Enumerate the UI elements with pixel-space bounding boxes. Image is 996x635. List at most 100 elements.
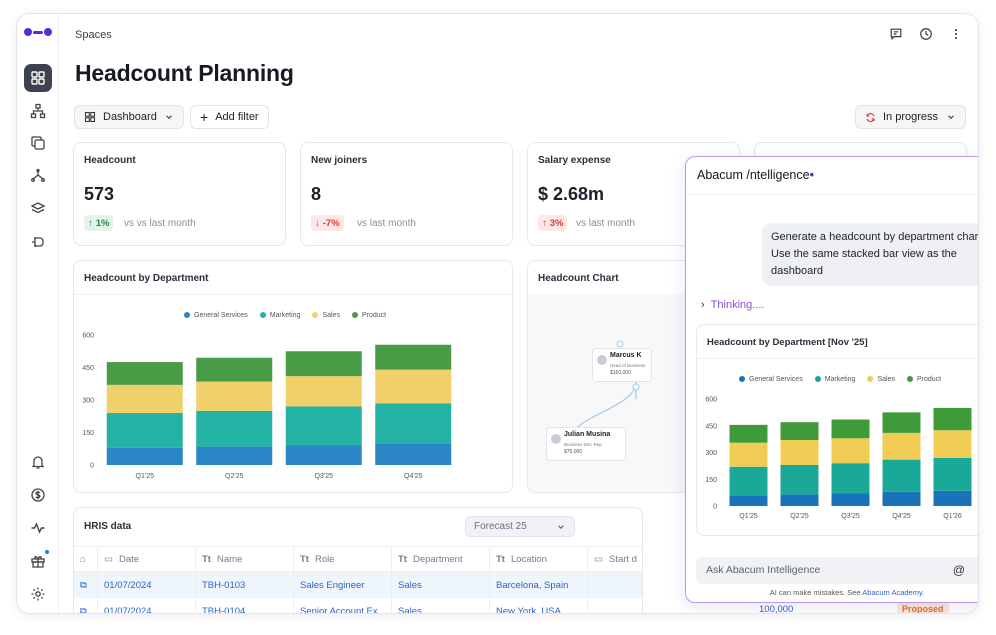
sidebar-item-spaces[interactable] bbox=[24, 64, 52, 92]
app-window: Spaces Headcount Planning Dashboard + Ad… bbox=[16, 13, 979, 614]
org-node[interactable]: Julian Musina Business Dev. Rep $75,000 bbox=[546, 427, 626, 461]
bar-segment[interactable] bbox=[831, 419, 870, 439]
comment-icon[interactable] bbox=[888, 26, 904, 42]
disclaimer-text: AI can make mistakes. See bbox=[769, 588, 861, 597]
org-node[interactable]: Marcus K Head of Business $150,000 bbox=[592, 348, 652, 382]
bar-segment[interactable] bbox=[729, 466, 768, 496]
bar-segment[interactable] bbox=[106, 413, 183, 448]
bar-segment[interactable] bbox=[780, 422, 819, 441]
sidebar-item-org[interactable] bbox=[24, 97, 52, 125]
bar-segment[interactable] bbox=[196, 410, 273, 447]
cell-start[interactable] bbox=[588, 572, 642, 598]
column-header[interactable]: ▭ Start d bbox=[588, 547, 642, 571]
bar-segment[interactable] bbox=[831, 438, 870, 464]
bar-segment[interactable] bbox=[375, 369, 452, 404]
bar-segment[interactable] bbox=[106, 384, 183, 413]
cell-location[interactable]: Barcelona, Spain bbox=[490, 572, 588, 598]
bar-segment[interactable] bbox=[729, 424, 768, 443]
y-tick-label: 450 bbox=[705, 423, 717, 430]
bar-segment[interactable] bbox=[882, 412, 921, 433]
column-header[interactable]: Tt Department bbox=[392, 547, 490, 571]
bar-segment[interactable] bbox=[729, 495, 768, 506]
cell-amount[interactable]: 100,000 bbox=[759, 604, 794, 614]
bar-segment[interactable] bbox=[933, 457, 972, 491]
sidebar-item-copy[interactable] bbox=[24, 129, 52, 157]
bar-segment[interactable] bbox=[780, 464, 819, 495]
chart-title: Headcount by Department bbox=[84, 273, 209, 284]
cell-role[interactable]: Senior Account Ex bbox=[294, 598, 392, 613]
sidebar-item-activity[interactable] bbox=[24, 514, 52, 542]
cell-date[interactable]: 01/07/2024 bbox=[98, 598, 196, 613]
dashboard-select[interactable]: Dashboard bbox=[74, 105, 184, 129]
column-label: Date bbox=[118, 553, 140, 565]
bar-segment[interactable] bbox=[882, 432, 921, 460]
cell-department[interactable]: Sales bbox=[392, 572, 490, 598]
bar-segment[interactable] bbox=[375, 443, 452, 465]
bar-segment[interactable] bbox=[831, 493, 870, 506]
gift-icon bbox=[31, 556, 45, 568]
cell-start[interactable] bbox=[588, 598, 642, 613]
bar-segment[interactable] bbox=[106, 447, 183, 465]
tag-column-header[interactable]: ⌂ bbox=[74, 547, 98, 571]
sidebar-item-currency[interactable] bbox=[24, 481, 52, 509]
column-header[interactable]: ▭ Date bbox=[98, 547, 196, 571]
mention-icon[interactable]: @ bbox=[952, 563, 965, 577]
status-badge: Proposed bbox=[897, 603, 949, 613]
add-filter-button[interactable]: + Add filter bbox=[190, 105, 269, 129]
bar-segment[interactable] bbox=[285, 376, 362, 407]
bar-segment[interactable] bbox=[375, 344, 452, 370]
bar-segment[interactable] bbox=[375, 403, 452, 444]
bar-segment[interactable] bbox=[196, 357, 273, 382]
bar-segment[interactable] bbox=[196, 446, 273, 465]
bar-segment[interactable] bbox=[882, 491, 921, 506]
x-tick-label: Q1'25 bbox=[739, 513, 758, 520]
table-row[interactable]: ⧉ 01/07/2024 TBH-0103 Sales Engineer Sal… bbox=[74, 572, 642, 598]
breadcrumb[interactable]: Spaces bbox=[75, 29, 112, 41]
cell-name[interactable]: TBH-0104 bbox=[196, 598, 294, 613]
legend-label: Sales bbox=[322, 312, 340, 319]
bar-segment[interactable] bbox=[196, 381, 273, 411]
sidebar-item-notifications[interactable] bbox=[24, 448, 52, 476]
sidebar-item-gifts[interactable] bbox=[24, 547, 52, 575]
divider bbox=[74, 294, 512, 295]
more-vertical-icon[interactable] bbox=[948, 26, 964, 42]
bar-segment[interactable] bbox=[729, 442, 768, 467]
sidebar-item-layers[interactable] bbox=[24, 195, 52, 223]
thinking-toggle[interactable]: › Thinking.... bbox=[701, 299, 764, 311]
divider bbox=[697, 358, 978, 359]
cell-date[interactable]: 01/07/2024 bbox=[98, 572, 196, 598]
bar-segment[interactable] bbox=[780, 494, 819, 506]
avatar bbox=[551, 434, 561, 444]
bar-segment[interactable] bbox=[882, 459, 921, 492]
table-row[interactable]: ⧉ 01/07/2024 TBH-0104 Senior Account Ex … bbox=[74, 598, 642, 613]
forecast-select[interactable]: Forecast 25 bbox=[465, 516, 575, 537]
bar-segment[interactable] bbox=[831, 463, 870, 494]
bar-segment[interactable] bbox=[285, 351, 362, 377]
bar-segment[interactable] bbox=[933, 407, 972, 431]
cell-name[interactable]: TBH-0103 bbox=[196, 572, 294, 598]
sidebar-item-settings[interactable] bbox=[24, 580, 52, 608]
column-header[interactable]: Tt Role bbox=[294, 547, 392, 571]
ask-input[interactable]: Ask Abacum Intelligence @ ↑ bbox=[696, 557, 978, 584]
generated-chart-card: Headcount by Department [Nov '25] Genera… bbox=[696, 324, 978, 536]
bar-segment[interactable] bbox=[285, 445, 362, 466]
bar-segment[interactable] bbox=[106, 362, 183, 385]
cell-department[interactable]: Sales bbox=[392, 598, 490, 613]
history-icon[interactable] bbox=[918, 26, 934, 42]
legend-item: General Services bbox=[184, 312, 248, 319]
bar-segment[interactable] bbox=[285, 406, 362, 446]
bar-segment[interactable] bbox=[780, 440, 819, 465]
cell-location[interactable]: New York, USA bbox=[490, 598, 588, 613]
column-header[interactable]: Tt Name bbox=[196, 547, 294, 571]
sidebar-item-flows[interactable] bbox=[24, 162, 52, 190]
column-header[interactable]: Tt Location bbox=[490, 547, 588, 571]
sidebar-item-integrations[interactable] bbox=[24, 228, 52, 256]
bar-segment[interactable] bbox=[933, 430, 972, 458]
status-select[interactable]: In progress bbox=[855, 105, 966, 129]
x-tick-label: Q1'25 bbox=[136, 473, 155, 480]
grid-icon bbox=[31, 71, 45, 85]
academy-link[interactable]: Abacum Academy. bbox=[862, 588, 925, 597]
kpi-change-badge: ↑ 3% bbox=[538, 215, 568, 231]
cell-role[interactable]: Sales Engineer bbox=[294, 572, 392, 598]
bar-segment[interactable] bbox=[933, 490, 972, 506]
